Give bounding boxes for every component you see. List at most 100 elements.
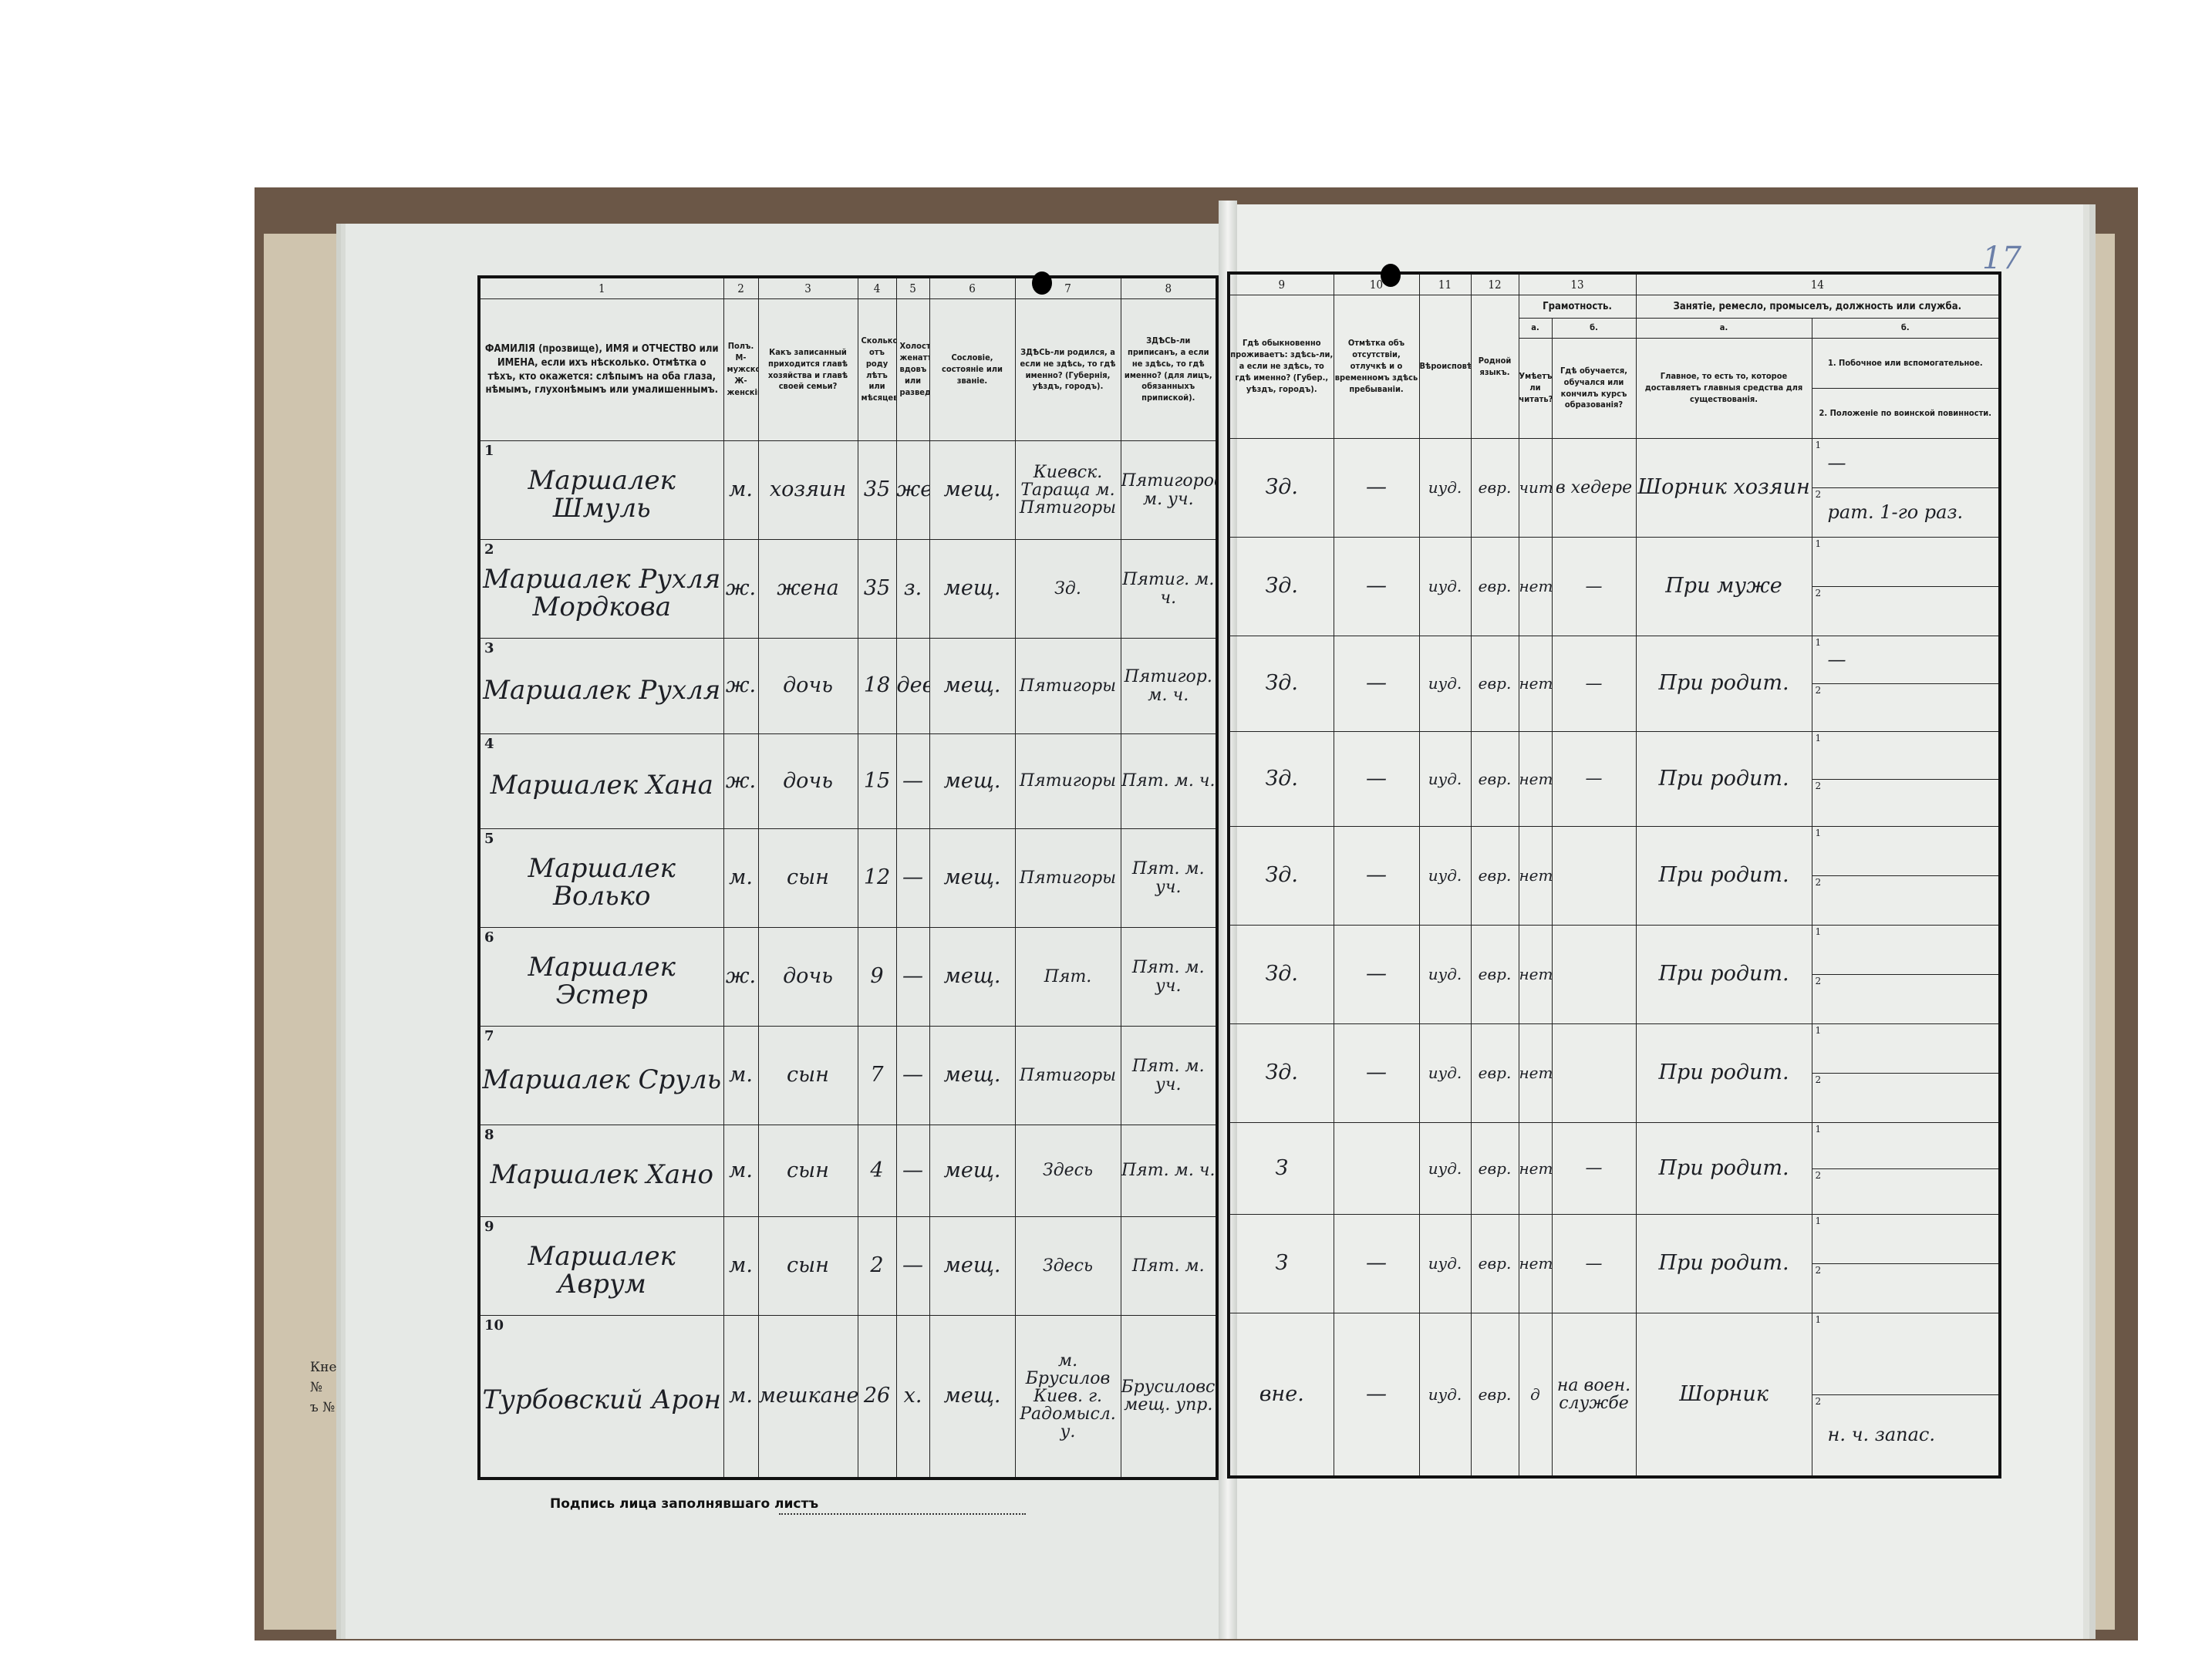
cell-registered: Пят. м. ч. xyxy=(1120,733,1218,829)
cell-value: — xyxy=(1827,451,1846,474)
cell-marital: х. xyxy=(895,1315,930,1479)
cell-marital: дев. xyxy=(895,638,930,734)
page-edge-fragments: Кне № ъ № xyxy=(310,1357,337,1418)
cell-language: евр. xyxy=(1470,731,1519,827)
cell-language: евр. xyxy=(1470,537,1519,636)
cell-literate: нет xyxy=(1518,537,1553,636)
row-number: 6 xyxy=(484,929,494,946)
col4-header: Сколько отъ роду лѣтъ или мѣсяцевъ? xyxy=(857,298,897,441)
edge-fragment: Кне xyxy=(310,1360,337,1375)
cell-occupation: При родит. xyxy=(1635,1214,1812,1313)
cell-name: 2 Маршалек Рухля Мордкова xyxy=(478,539,724,639)
cell-relation: дочь xyxy=(757,733,858,829)
col2-number: 2 xyxy=(723,276,759,299)
cell-residence: Зд. xyxy=(1228,537,1334,636)
sub-index: 2 xyxy=(1815,1074,1822,1085)
table-row: З — иуд. евр. нет — При родит. 1 2 xyxy=(1228,1214,2001,1313)
col6-number: 6 xyxy=(929,276,1016,299)
sub-index: 1 xyxy=(1815,733,1822,744)
sub-index: 1 xyxy=(1815,926,1822,937)
cell-age: 35 xyxy=(857,539,897,639)
cell-relation: сын xyxy=(757,828,858,928)
sub-index: 1 xyxy=(1815,1025,1822,1036)
cell-b2: 2 xyxy=(1812,683,1999,731)
person-name: Маршалек Хано xyxy=(490,1159,714,1191)
cell-absence: — xyxy=(1333,731,1420,827)
table-row: Зд. — иуд. евр. нет При родит. 1 2 xyxy=(1228,925,2001,1024)
row-number: 4 xyxy=(484,736,494,752)
cell-literate: нет xyxy=(1518,925,1553,1024)
cell-education: — xyxy=(1551,636,1637,732)
cell-sex: ж. xyxy=(723,927,759,1027)
table-row: 7 Маршалек Сруль м. сын 7— мещ. Пятигоры Пят. м… xyxy=(478,1026,1218,1125)
cell-absence: — xyxy=(1333,1023,1420,1123)
cell-sex: м. xyxy=(723,1216,759,1316)
cell-b1: 1— xyxy=(1812,440,1998,488)
cell-registered: Пят. м. уч. xyxy=(1120,828,1218,928)
sub-index: 1 xyxy=(1815,538,1822,549)
cell-age: 2 xyxy=(857,1216,897,1316)
cell-religion: иуд. xyxy=(1418,636,1472,732)
sub-index: 1 xyxy=(1815,1314,1822,1325)
cell-b2: 2 xyxy=(1812,1263,1999,1313)
col13-number: 13 xyxy=(1518,272,1637,295)
col14b2-header: 2. Положеніе по воинской повинности. xyxy=(1812,388,1999,438)
col6-header: Сословіе, состояніе или званіе. xyxy=(929,298,1016,441)
cell-language: евр. xyxy=(1470,826,1519,926)
page-number: 17 xyxy=(1982,241,2021,276)
col3-number: 3 xyxy=(757,276,858,299)
row-number: 1 xyxy=(484,443,494,459)
cell-occupation: Шорник хозяин xyxy=(1635,438,1812,538)
cell-religion: иуд. xyxy=(1418,1023,1472,1123)
cell-estate: мещ. xyxy=(929,1216,1016,1316)
cell-relation: жена xyxy=(757,539,858,639)
cell-religion: иуд. xyxy=(1418,1122,1472,1215)
cell-b2: 2 рат. 1-го раз. xyxy=(1812,487,1999,537)
col12-number: 12 xyxy=(1470,272,1519,295)
cell-name: 9 Маршалек Аврум xyxy=(478,1216,724,1316)
cell-language: евр. xyxy=(1470,925,1519,1024)
col10-header: Отмѣтка объ отсутствіи, отлучкѣ и о врем… xyxy=(1333,295,1420,439)
col1-number: 1 xyxy=(478,276,724,299)
cell-name: 4 Маршалек Хана xyxy=(478,733,724,829)
cell-registered: Пятигор. м. ч. xyxy=(1120,638,1218,734)
row-number: 8 xyxy=(484,1127,494,1143)
cell-marital: — xyxy=(895,1216,930,1316)
cell-literate: нет xyxy=(1518,636,1553,732)
cell-residence: Зд. xyxy=(1228,925,1334,1024)
cell-value: н. ч. запас. xyxy=(1827,1424,1936,1446)
row-number: 7 xyxy=(484,1028,494,1044)
sub-index: 2 xyxy=(1815,877,1822,888)
col7-header: ЗДѢСЬ-ли родился, а если не здѣсь, то гд… xyxy=(1014,298,1121,441)
col12-header: Родной языкъ. xyxy=(1470,295,1519,439)
cell-b1: 1 xyxy=(1812,733,1998,779)
cell-language: евр. xyxy=(1470,636,1519,732)
cell-b2: 2 xyxy=(1812,1073,1999,1122)
cell-age: 26 xyxy=(857,1315,897,1479)
cell-born: Пят. xyxy=(1014,927,1121,1027)
cell-absence: — xyxy=(1333,636,1420,732)
cell-language: евр. xyxy=(1470,1023,1519,1123)
cell-name: 3 Маршалек Рухля xyxy=(478,638,724,734)
punch-hole xyxy=(1032,271,1052,295)
cell-religion: иуд. xyxy=(1418,438,1472,538)
col1-header: ФАМИЛІЯ (прозвище), ИМЯ и ОТЧЕСТВО или И… xyxy=(478,298,724,441)
sub-index: 2 xyxy=(1815,1395,1822,1407)
col4-number: 4 xyxy=(857,276,897,299)
cell-name: 1 Маршалек Шмуль xyxy=(478,440,724,540)
cell-name: 8 Маршалек Хано xyxy=(478,1125,724,1217)
sub-index: 2 xyxy=(1815,976,1822,986)
person-name: Маршалек Сруль xyxy=(482,1064,722,1095)
cell-residence: Зд. xyxy=(1228,1023,1334,1123)
col10-number: 10 xyxy=(1333,272,1420,295)
col8-number: 8 xyxy=(1120,276,1218,299)
cell-occupation: Шорник xyxy=(1635,1313,1812,1478)
cell-literate: д xyxy=(1518,1313,1553,1478)
row-number: 10 xyxy=(484,1317,504,1334)
cell-literate: нет xyxy=(1518,1214,1553,1313)
cell-residence: Зд. xyxy=(1228,438,1334,538)
